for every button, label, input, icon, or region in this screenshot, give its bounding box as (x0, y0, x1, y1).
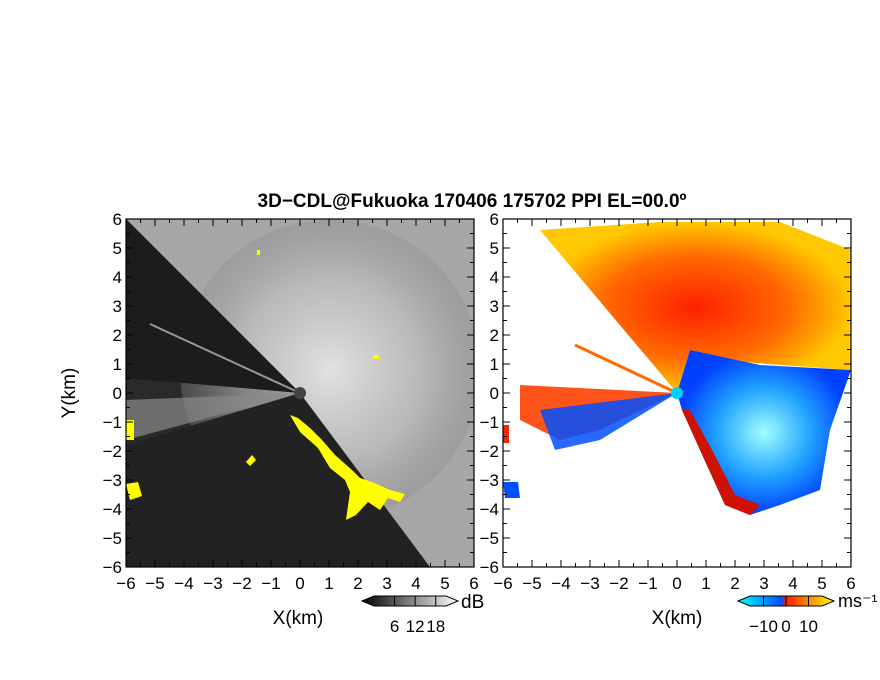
right-x-axis-label: X(km) (652, 608, 703, 629)
left-yellow-patch (246, 455, 256, 466)
y-tick-label: 3 (490, 297, 499, 316)
left-shadow-lower (126, 393, 430, 567)
left-yellow-patch (126, 482, 142, 500)
x-tick-label: −2 (232, 574, 251, 593)
x-tick-label: 0 (672, 574, 681, 593)
y-tick-label: 3 (113, 297, 122, 316)
x-tick-label: 2 (353, 574, 362, 593)
colorbar-tick-label: 6 (390, 617, 399, 636)
x-tick-label: −3 (203, 574, 222, 593)
x-tick-label: −4 (174, 574, 193, 593)
x-tick-label: −5 (522, 574, 541, 593)
x-tick-label: 4 (411, 574, 420, 593)
y-tick-label: 2 (490, 326, 499, 345)
y-tick-label: 2 (113, 326, 122, 345)
y-tick-label: −5 (103, 529, 122, 548)
db-colorbar-unit: dB (461, 592, 484, 613)
y-tick-label: 5 (113, 239, 122, 258)
colorbar-tick-label: 10 (799, 617, 818, 636)
x-tick-label: 5 (440, 574, 449, 593)
y-tick-label: −3 (480, 471, 499, 490)
x-tick-label: −6 (493, 574, 512, 593)
x-tick-label: 3 (382, 574, 391, 593)
y-tick-label: 6 (490, 210, 499, 229)
chart-title: 3D−CDL@Fukuoka 170406 175702 PPI EL=00.0… (258, 191, 687, 212)
y-tick-label: −2 (480, 442, 499, 461)
right-west-blue (540, 393, 677, 450)
colorbar-tick-label: 0 (781, 617, 790, 636)
right-axis-ticks: −6 −5 −4 −3 −2 −1 0 1 2 3 4 5 6 −6 −5 −4 −3 −2 −1 0 1 2 3 4 5 6 (480, 210, 856, 593)
x-tick-label: −5 (145, 574, 164, 593)
left-echo-lower-wedge (126, 393, 300, 440)
y-tick-label: 1 (113, 355, 122, 374)
x-tick-label: 4 (788, 574, 797, 593)
colorbar-tick-label: 18 (426, 617, 445, 636)
y-tick-label: −4 (480, 500, 499, 519)
left-radar-center (294, 387, 306, 399)
y-tick-label: −2 (103, 442, 122, 461)
x-tick-label: −1 (638, 574, 657, 593)
y-tick-label: 0 (490, 384, 499, 403)
right-beam-line (574, 343, 678, 395)
x-tick-label: 3 (759, 574, 768, 593)
db-colorbar-bar (360, 595, 460, 607)
x-tick-label: 1 (324, 574, 333, 593)
x-tick-label: −6 (116, 574, 135, 593)
left-yellow-patch (257, 250, 260, 255)
left-y-axis-label: Y(km) (59, 368, 80, 419)
left-yellow-patch (373, 355, 379, 359)
x-tick-label: −3 (580, 574, 599, 593)
velocity-colorbar: −10 0 10 ms⁻¹ (736, 591, 878, 636)
y-tick-label: 4 (113, 268, 122, 287)
y-tick-label: −5 (480, 529, 499, 548)
left-axis-ticks: −6 −5 −4 −3 −2 −1 0 1 2 3 4 5 6 −6 −5 −4 −3 −2 −1 0 1 2 3 4 5 6 (103, 210, 479, 593)
y-tick-label: 6 (113, 210, 122, 229)
right-radar-center (671, 387, 683, 399)
y-tick-label: −4 (103, 500, 122, 519)
y-tick-label: −3 (103, 471, 122, 490)
x-tick-label: 1 (701, 574, 710, 593)
right-plot-area (503, 219, 851, 567)
y-tick-label: −1 (103, 413, 122, 432)
x-tick-label: −2 (609, 574, 628, 593)
left-x-axis-label: X(km) (273, 608, 324, 629)
colorbar-tick-label: −10 (749, 617, 778, 636)
x-tick-label: 6 (846, 574, 855, 593)
right-receding-region (540, 222, 851, 393)
left-shadow-sector (126, 219, 300, 393)
y-tick-label: −6 (103, 558, 122, 577)
right-approaching-edge (682, 410, 760, 515)
x-tick-label: 2 (730, 574, 739, 593)
velocity-colorbar-unit: ms⁻¹ (838, 591, 878, 611)
y-tick-label: 0 (113, 384, 122, 403)
x-tick-label: 0 (295, 574, 304, 593)
y-tick-label: 4 (490, 268, 499, 287)
x-tick-label: −1 (261, 574, 280, 593)
left-plot-area (126, 219, 474, 567)
y-tick-label: −1 (480, 413, 499, 432)
db-colorbar: 6 12 18 dB (360, 592, 484, 636)
left-yellow-patch (126, 420, 134, 440)
right-edge-patch (503, 425, 509, 443)
left-yellow-edge (290, 415, 405, 520)
y-tick-label: 1 (490, 355, 499, 374)
x-tick-label: 6 (469, 574, 478, 593)
x-tick-label: 5 (817, 574, 826, 593)
colorbar-tick-label: 12 (406, 617, 425, 636)
right-edge-patch (503, 482, 520, 498)
left-beam-line (149, 323, 301, 394)
y-tick-label: 5 (490, 239, 499, 258)
x-tick-label: −4 (551, 574, 570, 593)
y-tick-label: −6 (480, 558, 499, 577)
